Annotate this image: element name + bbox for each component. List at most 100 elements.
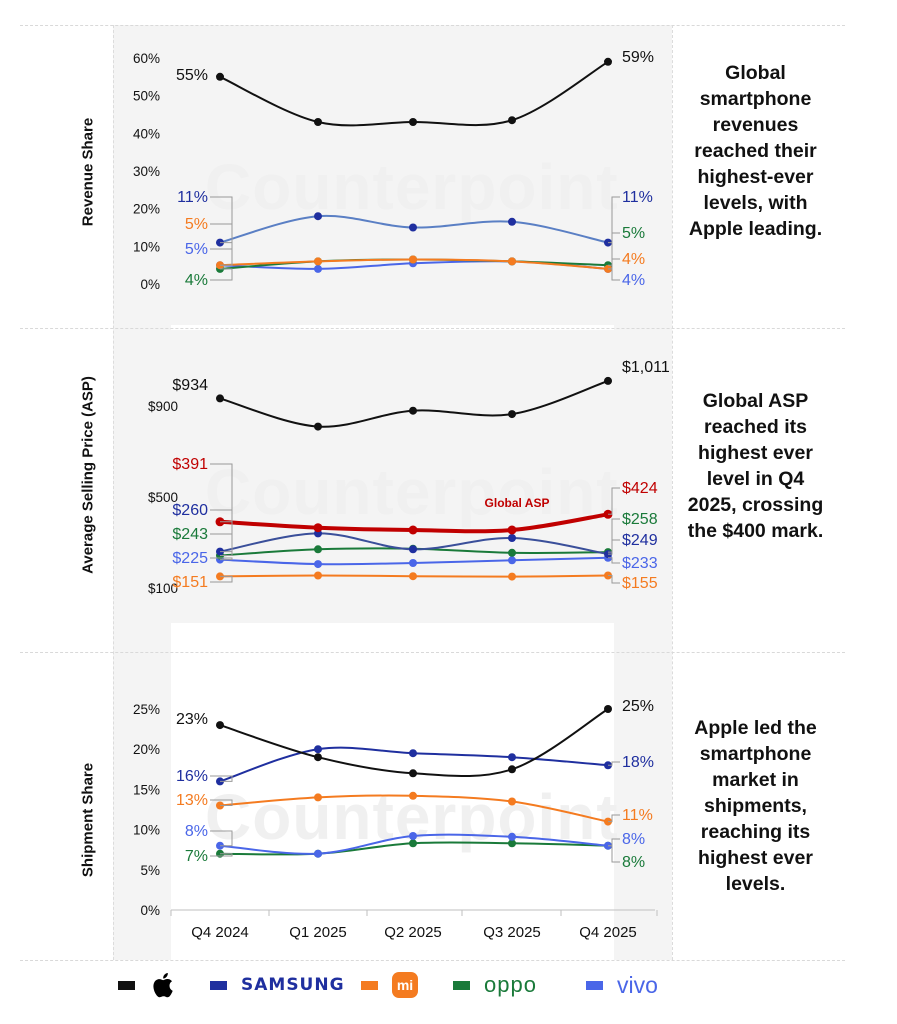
panel-divider bbox=[20, 652, 845, 653]
data-point-vivo bbox=[409, 832, 417, 840]
label-leader-line bbox=[608, 814, 620, 823]
data-point-global-asp bbox=[313, 523, 323, 533]
vivo-logo: vivo bbox=[617, 971, 658, 998]
label-leader-line bbox=[210, 830, 233, 847]
end-value-label: 18% bbox=[622, 754, 654, 771]
data-point-vivo bbox=[314, 560, 322, 569]
data-point-xiaomi bbox=[508, 257, 516, 266]
x-tick-label: Q2 2025 bbox=[384, 924, 442, 941]
x-tick-label: Q4 2024 bbox=[191, 924, 249, 941]
data-point-apple bbox=[314, 753, 322, 762]
label-leader-line bbox=[608, 845, 620, 863]
y-tick-label: 15% bbox=[133, 782, 160, 797]
start-value-label: $391 bbox=[172, 456, 208, 473]
asp-note: Global ASP reached its highest ever leve… bbox=[687, 390, 824, 542]
data-point-apple bbox=[508, 410, 516, 419]
end-value-label: 8% bbox=[622, 831, 645, 848]
data-point-samsung bbox=[508, 534, 516, 542]
start-value-label: $260 bbox=[172, 502, 208, 519]
y-tick-label: 0% bbox=[140, 903, 160, 918]
data-point-xiaomi bbox=[508, 572, 516, 581]
label-leader-line bbox=[210, 853, 233, 857]
shipment-note: Apple led the smartphone market in shipm… bbox=[694, 717, 817, 895]
data-point-oppo bbox=[508, 548, 516, 557]
data-point-samsung bbox=[508, 217, 516, 226]
data-point-oppo bbox=[409, 839, 417, 848]
panel-divider bbox=[20, 25, 845, 26]
legend-oppo: oppo bbox=[453, 970, 537, 1000]
revenue-note: Global smartphone revenues reached their… bbox=[688, 62, 823, 240]
data-point-oppo bbox=[314, 545, 322, 554]
series-line-apple bbox=[219, 60, 609, 127]
data-point-xiaomi bbox=[314, 793, 322, 802]
data-point-apple bbox=[409, 406, 417, 415]
label-leader-line bbox=[608, 761, 620, 766]
data-point-samsung bbox=[409, 749, 417, 758]
data-point-samsung bbox=[314, 745, 322, 754]
legend-swatch-oppo bbox=[453, 980, 470, 990]
start-value-label: $151 bbox=[172, 574, 208, 591]
data-point-apple bbox=[409, 118, 417, 126]
start-value-label: 11% bbox=[177, 189, 208, 206]
y-tick-label: $900 bbox=[148, 399, 178, 414]
label-leader-line bbox=[608, 268, 620, 281]
end-value-label: 4% bbox=[622, 251, 645, 268]
legend-apple bbox=[118, 970, 179, 1000]
label-leader-line bbox=[608, 232, 620, 266]
global-asp-annotation: Global ASP bbox=[485, 496, 550, 510]
end-value-label: 59% bbox=[622, 49, 654, 66]
start-value-label: 5% bbox=[185, 241, 208, 258]
data-point-xiaomi bbox=[409, 255, 417, 264]
x-tick-label: Q3 2025 bbox=[483, 924, 541, 941]
y-tick-label: 0% bbox=[140, 277, 160, 292]
data-point-vivo bbox=[314, 849, 322, 858]
label-leader-line bbox=[608, 518, 620, 553]
label-leader-line bbox=[210, 509, 233, 553]
label-leader-line bbox=[210, 799, 233, 806]
end-value-label: $249 bbox=[622, 532, 658, 549]
label-leader-line bbox=[608, 557, 620, 564]
watermark: Counterpoint bbox=[205, 151, 619, 223]
label-leader-line bbox=[608, 575, 620, 584]
y-tick-label: $500 bbox=[148, 490, 178, 505]
data-point-vivo bbox=[508, 556, 516, 565]
legend-vivo: vivo bbox=[586, 970, 658, 1000]
start-value-label: 55% bbox=[176, 67, 208, 84]
start-value-label: 4% bbox=[185, 272, 208, 289]
start-value-label: 5% bbox=[185, 216, 208, 233]
data-point-xiaomi bbox=[508, 797, 516, 806]
watermark: Counterpoint bbox=[205, 456, 619, 528]
y-tick-label: 40% bbox=[133, 126, 160, 141]
end-value-label: $155 bbox=[622, 575, 658, 592]
y-tick-label: 50% bbox=[133, 89, 160, 104]
y-tick-label: $100 bbox=[148, 581, 178, 596]
data-point-apple bbox=[314, 422, 322, 431]
apple-logo-icon bbox=[153, 973, 173, 998]
data-point-samsung bbox=[314, 212, 322, 221]
data-point-samsung bbox=[508, 753, 516, 762]
label-leader-line bbox=[608, 196, 620, 244]
data-point-global-asp bbox=[507, 525, 517, 535]
y-tick-label: 10% bbox=[133, 823, 160, 838]
data-point-apple bbox=[604, 705, 612, 713]
legend-swatch-samsung bbox=[210, 980, 227, 990]
band-edge-left bbox=[113, 25, 114, 960]
data-point-xiaomi bbox=[314, 571, 322, 580]
data-point-apple bbox=[314, 118, 322, 126]
plot-band-2 bbox=[171, 330, 614, 623]
data-point-apple bbox=[409, 769, 417, 778]
series-line-apple bbox=[219, 379, 609, 428]
label-leader-line bbox=[210, 557, 233, 561]
samsung-logo: SAMSUNG bbox=[241, 975, 345, 995]
data-point-samsung bbox=[409, 545, 417, 554]
series-line-apple bbox=[219, 708, 609, 778]
data-point-apple bbox=[604, 57, 612, 66]
end-value-label: 11% bbox=[622, 189, 653, 206]
y-tick-label: 10% bbox=[133, 239, 160, 254]
label-leader-line bbox=[210, 575, 233, 583]
data-point-vivo bbox=[508, 832, 516, 841]
start-value-label: 7% bbox=[185, 848, 208, 865]
end-value-label: $424 bbox=[622, 480, 658, 497]
x-tick-label: Q4 2025 bbox=[579, 924, 637, 941]
end-value-label: 25% bbox=[622, 698, 654, 715]
